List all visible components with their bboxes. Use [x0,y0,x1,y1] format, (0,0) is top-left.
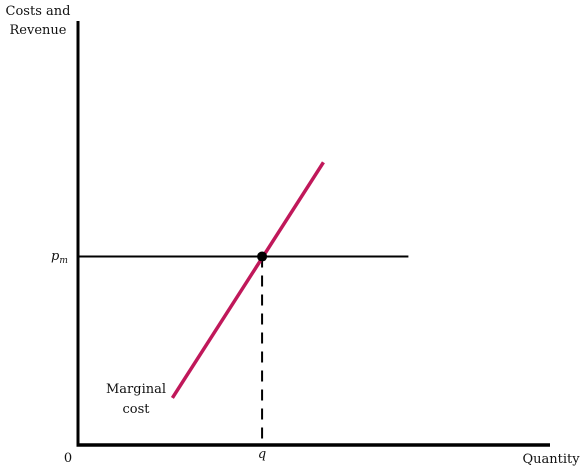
y-tick-label-subscript: m [59,256,68,266]
marginal-cost-label-line-1: Marginal [106,382,166,397]
x-axis-label: Quantity [522,452,580,467]
x-tick-label-q: q [258,447,266,462]
y-tick-label-main: p [51,249,60,264]
y-tick-label-pm: pm [51,249,68,266]
origin-label: 0 [64,451,72,466]
marginal-cost-label-line-2: cost [122,402,150,417]
y-axis-label-line-1: Costs and [6,4,71,19]
marginal-cost-line [170,161,325,399]
y-axis-label-line-2: Revenue [10,23,67,38]
equilibrium-point [257,251,268,262]
